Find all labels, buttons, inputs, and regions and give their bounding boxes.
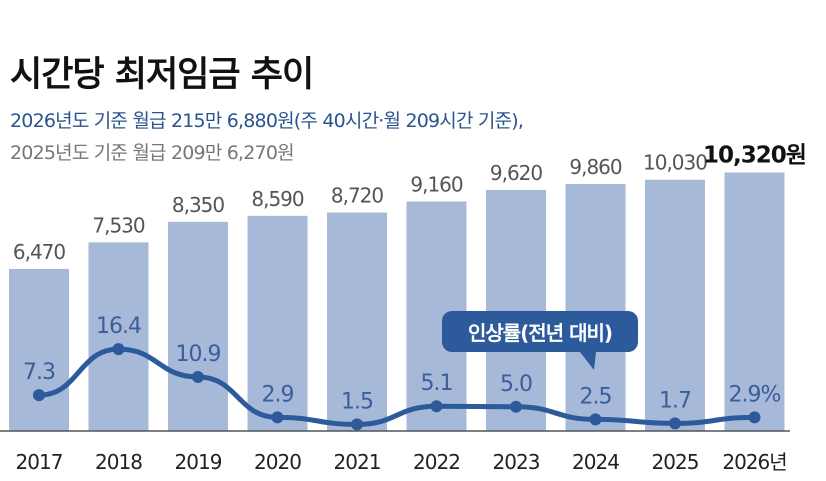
rate-label: 2.9 — [262, 382, 294, 407]
x-tick-label: 2020 — [254, 450, 301, 474]
bar — [168, 221, 228, 431]
x-tick-label: 2026년 — [722, 450, 786, 474]
subtitle-2026: 2026년도 기준 월급 215만 6,880원(주 40시간·월 209시간 … — [10, 110, 524, 132]
chart-title: 시간당 최저임금 추이 — [10, 55, 314, 95]
rate-point — [510, 400, 522, 413]
bar — [9, 268, 69, 431]
rate-label: 1.5 — [341, 389, 373, 414]
bar — [88, 242, 149, 431]
bar-value-label: 10,030 — [643, 151, 707, 175]
bar-value-label: 9,160 — [410, 173, 463, 197]
bar-value-label: 7,530 — [92, 213, 145, 237]
bar — [327, 212, 387, 431]
bar — [247, 215, 308, 431]
bar-value-label: 8,590 — [251, 187, 304, 211]
bar — [645, 179, 705, 431]
x-tick-label: 2024 — [572, 450, 619, 474]
rate-point — [351, 418, 363, 431]
bar — [724, 172, 785, 431]
x-tick-label: 2021 — [334, 450, 381, 474]
rate-point — [271, 411, 284, 424]
subtitle-2025: 2025년도 기준 월급 209만 6,270원 — [10, 142, 295, 164]
rate-point — [33, 389, 45, 402]
rate-label: 5.1 — [421, 371, 453, 396]
x-tick-label: 2023 — [493, 450, 540, 474]
rate-point — [430, 400, 443, 413]
bar-value-label: 8,720 — [331, 184, 384, 208]
x-tick-label: 2018 — [95, 450, 142, 474]
bar — [565, 184, 626, 431]
legend-callout — [442, 311, 638, 370]
rate-point — [192, 370, 204, 383]
rate-label: 2.5 — [580, 384, 612, 409]
rate-line — [38, 346, 755, 427]
legend-callout-text: 인상률(전년 대비) — [468, 321, 612, 345]
bar-value-label: 9,860 — [569, 155, 622, 179]
rate-point — [589, 413, 602, 426]
rate-label: 2.9% — [729, 382, 781, 407]
rate-point — [748, 411, 761, 424]
rate-label: 7.3 — [23, 360, 55, 385]
bar-value-label: 8,350 — [172, 193, 225, 217]
x-tick-label: 2025 — [652, 450, 699, 474]
rate-label: 5.0 — [500, 372, 532, 397]
bar-value-label: 10,320원 — [703, 142, 806, 168]
bar — [486, 190, 546, 431]
rate-label: 16.4 — [96, 314, 141, 339]
bar-value-label: 6,470 — [13, 240, 66, 264]
rate-label: 1.7 — [659, 388, 691, 413]
rate-point — [112, 343, 125, 356]
x-tick-label: 2022 — [413, 450, 460, 474]
x-tick-label: 2017 — [16, 450, 63, 474]
bar-value-label: 9,620 — [490, 161, 543, 185]
x-tick-label: 2019 — [175, 450, 222, 474]
rate-label: 10.9 — [176, 342, 221, 367]
rate-point — [669, 417, 681, 430]
